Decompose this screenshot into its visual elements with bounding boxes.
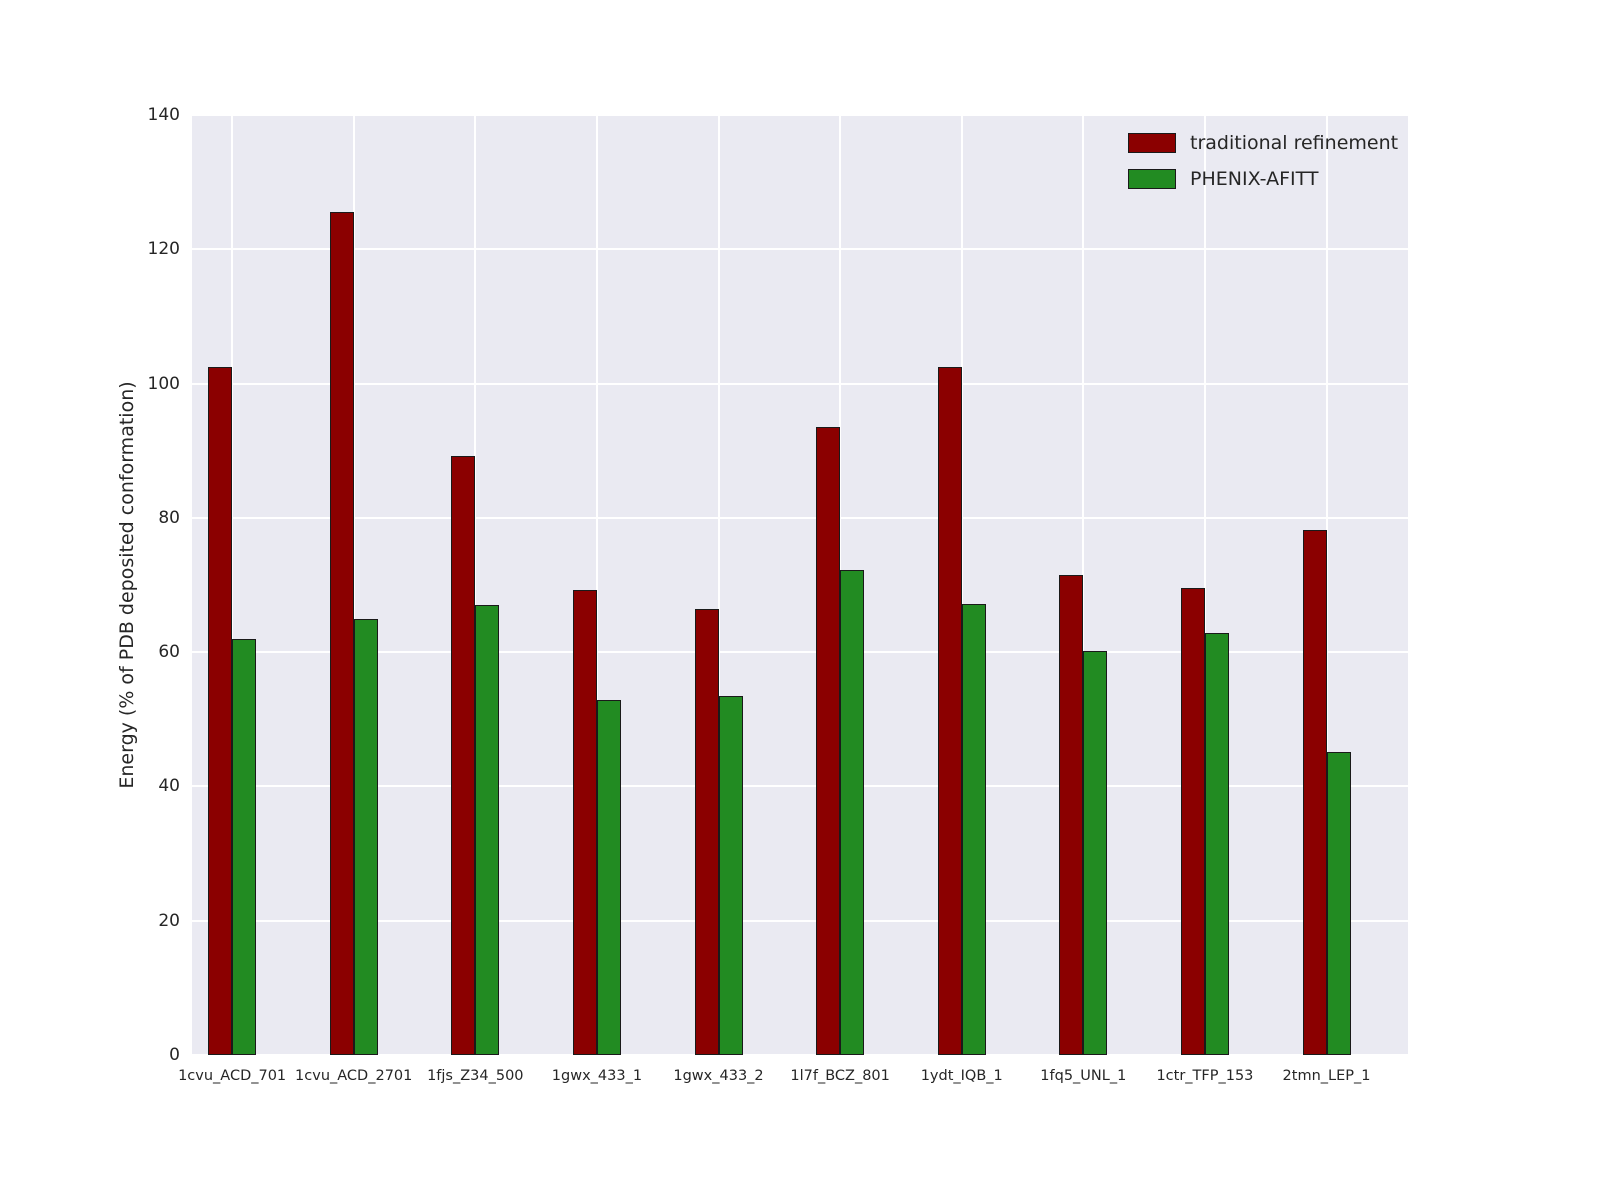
y-axis-label: Energy (% of PDB deposited conformation) bbox=[116, 381, 138, 789]
gridline-horizontal bbox=[192, 651, 1408, 654]
y-tick-label: 40 bbox=[158, 776, 180, 797]
gridline-horizontal bbox=[192, 114, 1408, 116]
gridline-horizontal bbox=[192, 516, 1408, 519]
legend-swatch bbox=[1128, 169, 1176, 189]
bar-phenix-afitt bbox=[1083, 650, 1108, 1055]
bar-traditional-refinement bbox=[329, 212, 354, 1055]
bar-phenix-afitt bbox=[232, 638, 257, 1055]
gridline-vertical bbox=[595, 115, 598, 1055]
bar-traditional-refinement bbox=[208, 366, 233, 1055]
bar-traditional-refinement bbox=[1302, 529, 1327, 1055]
legend-swatch bbox=[1128, 133, 1176, 153]
y-tick-label: 20 bbox=[158, 910, 180, 931]
bar-traditional-refinement bbox=[694, 608, 719, 1055]
bar-phenix-afitt bbox=[475, 605, 500, 1055]
x-tick-label: 1cvu_ACD_2701 bbox=[295, 1068, 413, 1084]
x-tick-label: 2tmn_LEP_1 bbox=[1282, 1068, 1371, 1084]
legend: traditional refinement PHENIX-AFITT bbox=[1128, 132, 1398, 190]
legend-item: traditional refinement bbox=[1128, 132, 1398, 154]
bar-traditional-refinement bbox=[816, 427, 841, 1055]
gridline-vertical bbox=[231, 115, 234, 1055]
bar-traditional-refinement bbox=[937, 366, 962, 1055]
plot-area bbox=[192, 114, 1408, 1056]
gridline-vertical bbox=[1203, 115, 1206, 1055]
bar-phenix-afitt bbox=[1326, 751, 1351, 1055]
x-tick-label: 1gwx_433_1 bbox=[551, 1068, 643, 1084]
gridline-vertical bbox=[1325, 115, 1328, 1055]
legend-label: PHENIX-AFITT bbox=[1190, 168, 1319, 190]
y-tick-label: 80 bbox=[158, 507, 180, 528]
x-tick-label: 1ctr_TFP_153 bbox=[1156, 1068, 1254, 1084]
y-tick-label: 120 bbox=[147, 239, 180, 260]
gridline-vertical bbox=[474, 115, 477, 1055]
bar-traditional-refinement bbox=[572, 590, 597, 1055]
bar-phenix-afitt bbox=[1204, 633, 1229, 1055]
bar-phenix-afitt bbox=[718, 695, 743, 1055]
y-tick-label: 140 bbox=[147, 105, 180, 125]
y-tick-label: 0 bbox=[169, 1045, 180, 1065]
bar-traditional-refinement bbox=[1059, 574, 1084, 1055]
gridline-horizontal bbox=[192, 382, 1408, 385]
gridline-vertical bbox=[717, 115, 720, 1055]
x-tick-label: 1fq5_UNL_1 bbox=[1040, 1068, 1127, 1084]
gridline-vertical bbox=[960, 115, 963, 1055]
bar-phenix-afitt bbox=[840, 569, 865, 1055]
y-tick-label: 100 bbox=[147, 373, 180, 394]
bar-traditional-refinement bbox=[1180, 588, 1205, 1055]
bar-phenix-afitt bbox=[961, 603, 986, 1055]
gridline-vertical bbox=[352, 115, 355, 1055]
x-tick-label: 1ydt_IQB_1 bbox=[920, 1068, 1003, 1084]
legend-item: PHENIX-AFITT bbox=[1128, 168, 1398, 190]
gridline-horizontal bbox=[192, 785, 1408, 788]
x-tick-label: 1cvu_ACD_701 bbox=[178, 1068, 287, 1084]
gridline-vertical bbox=[1082, 115, 1085, 1055]
gridline-horizontal bbox=[192, 1054, 1408, 1056]
gridline-horizontal bbox=[192, 919, 1408, 922]
x-tick-label: 1l7f_BCZ_801 bbox=[790, 1068, 890, 1084]
x-tick-label: 1fjs_Z34_500 bbox=[427, 1068, 524, 1084]
legend-label: traditional refinement bbox=[1190, 132, 1399, 154]
bar-phenix-afitt bbox=[596, 700, 621, 1055]
bar-phenix-afitt bbox=[353, 618, 378, 1055]
x-tick-label: 1gwx_433_2 bbox=[673, 1068, 764, 1084]
gridline-horizontal bbox=[192, 248, 1408, 251]
bar-traditional-refinement bbox=[451, 456, 476, 1055]
y-tick-label: 60 bbox=[158, 642, 180, 663]
